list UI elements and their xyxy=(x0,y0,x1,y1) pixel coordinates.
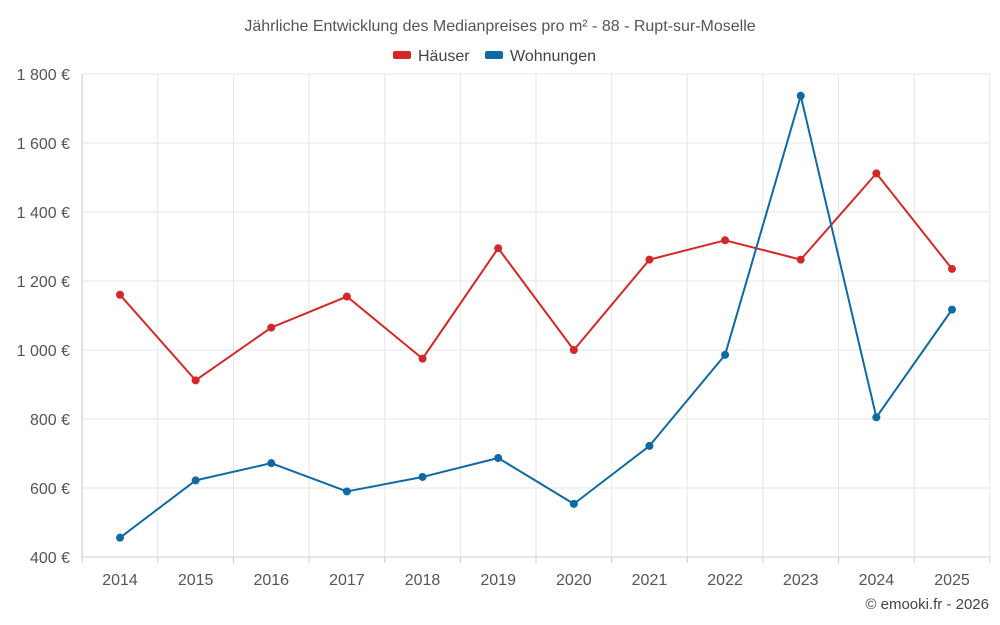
x-tick-label: 2024 xyxy=(859,572,895,589)
data-point-haeuser[interactable] xyxy=(569,346,578,354)
y-tick-label: 400 € xyxy=(30,550,70,567)
data-point-wohnungen[interactable] xyxy=(645,441,654,450)
data-point-wohnungen[interactable] xyxy=(191,476,200,485)
credit-text: © emooki.fr - 2026 xyxy=(865,596,989,613)
series-line-wohnungen xyxy=(119,94,953,539)
data-point-haeuser[interactable] xyxy=(872,169,881,178)
data-point-haeuser[interactable] xyxy=(948,264,956,273)
legend-label-haeuser: Häuser xyxy=(418,48,470,65)
data-point-haeuser[interactable] xyxy=(645,255,654,264)
y-tick-label: 1 600 € xyxy=(17,136,70,153)
x-tick-label: 2025 xyxy=(934,572,970,589)
legend-swatch-wohnungen xyxy=(485,51,503,59)
data-point-wohnungen[interactable] xyxy=(796,91,805,100)
legend: Häuser Wohnungen xyxy=(393,48,596,65)
data-point-haeuser[interactable] xyxy=(494,244,503,253)
legend-swatch-haeuser xyxy=(393,51,411,59)
data-point-haeuser[interactable] xyxy=(116,290,124,299)
x-tick-label: 2022 xyxy=(707,572,743,589)
y-tick-label: 1 200 € xyxy=(17,274,70,291)
x-tick-label: 2018 xyxy=(405,572,441,589)
y-tick-label: 1 400 € xyxy=(17,205,70,222)
data-point-haeuser[interactable] xyxy=(342,292,351,301)
y-tick-label: 600 € xyxy=(30,481,70,498)
series-lines xyxy=(119,94,953,539)
y-tick-label: 1 800 € xyxy=(17,67,70,84)
x-tick-label: 2015 xyxy=(178,572,214,589)
x-tick-label: 2016 xyxy=(253,572,289,589)
x-tick-label: 2019 xyxy=(480,572,516,589)
y-tick-labels: 400 € 600 € 800 € 1 000 € 1 200 € 1 400 € 1 60… xyxy=(17,67,70,567)
axes xyxy=(81,74,991,563)
y-tick-label: 1 000 € xyxy=(17,343,70,360)
x-tick-label: 2021 xyxy=(632,572,668,589)
x-gridlines xyxy=(81,74,991,557)
data-point-wohnungen[interactable] xyxy=(948,305,956,314)
data-point-wohnungen[interactable] xyxy=(872,413,881,422)
series-line-haeuser xyxy=(119,172,953,382)
data-point-wohnungen[interactable] xyxy=(267,459,276,468)
legend-label-wohnungen: Wohnungen xyxy=(510,48,596,65)
data-point-wohnungen[interactable] xyxy=(569,499,578,508)
x-tick-labels: 2014 2015 2016 2017 2018 2019 2020 2021 2022 2023… xyxy=(102,572,970,589)
y-tick-label: 800 € xyxy=(30,412,70,429)
x-tick-label: 2023 xyxy=(783,572,819,589)
data-point-wohnungen[interactable] xyxy=(494,453,503,462)
legend-item-wohnungen[interactable]: Wohnungen xyxy=(485,48,596,65)
x-tick-label: 2014 xyxy=(102,572,138,589)
data-point-haeuser[interactable] xyxy=(267,323,276,332)
chart-title: Jährliche Entwicklung des Medianpreises … xyxy=(244,18,755,35)
data-point-wohnungen[interactable] xyxy=(342,487,351,496)
data-point-wohnungen[interactable] xyxy=(721,350,730,359)
data-point-haeuser[interactable] xyxy=(418,354,427,363)
data-point-haeuser[interactable] xyxy=(191,376,200,385)
legend-item-haeuser[interactable]: Häuser xyxy=(393,48,470,65)
x-tick-label: 2017 xyxy=(329,572,365,589)
x-tick-label: 2020 xyxy=(556,572,592,589)
series-points xyxy=(116,91,956,542)
data-point-haeuser[interactable] xyxy=(796,255,805,264)
data-point-wohnungen[interactable] xyxy=(418,472,427,481)
data-point-haeuser[interactable] xyxy=(721,236,730,245)
data-point-wohnungen[interactable] xyxy=(116,533,124,542)
